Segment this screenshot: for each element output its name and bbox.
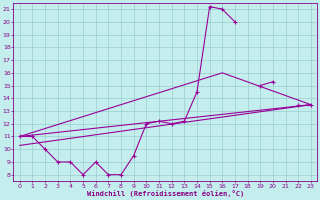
X-axis label: Windchill (Refroidissement éolien,°C): Windchill (Refroidissement éolien,°C) bbox=[87, 190, 244, 197]
